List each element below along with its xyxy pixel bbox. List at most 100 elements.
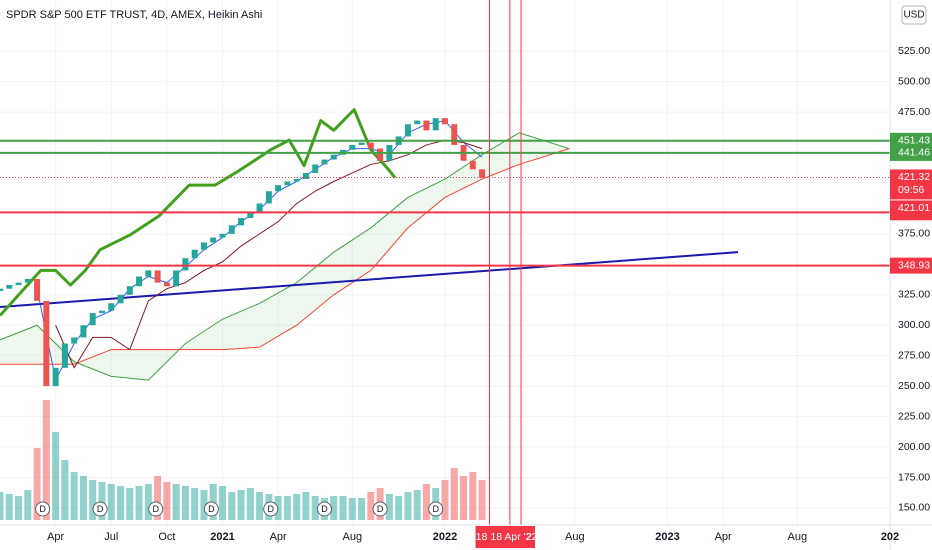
y-tick-label: 475.00: [898, 106, 930, 118]
candle: [163, 282, 170, 287]
candle: [432, 118, 439, 131]
volume-bar: [42, 400, 50, 520]
volume-bar: [358, 498, 366, 520]
volume-bar: [70, 472, 78, 520]
y-tick-label: 500.00: [898, 75, 930, 87]
candle: [108, 303, 115, 311]
x-tick-label: 202: [881, 531, 899, 543]
dividend-marker: [148, 501, 164, 517]
last-price-box: [890, 169, 932, 200]
candle: [442, 118, 448, 125]
candle: [404, 124, 411, 137]
candle: [247, 213, 254, 219]
candle: [0, 288, 3, 292]
price-axis: [890, 0, 932, 550]
dividend-label: D: [432, 504, 439, 514]
volume-bar: [107, 484, 115, 520]
candle: [145, 270, 152, 277]
volume-bar: [219, 486, 226, 520]
candle: [6, 285, 13, 289]
candle: [34, 278, 41, 301]
dividend-marker: [263, 501, 279, 517]
candle: [126, 286, 133, 295]
candle: [98, 310, 105, 314]
volume-bar: [478, 480, 486, 520]
last-price-label: 421.32: [898, 171, 930, 183]
volume-bar: [339, 496, 347, 520]
level-label: 441.46: [898, 147, 930, 159]
volume-bar: [52, 432, 60, 520]
volume-bar: [191, 488, 199, 520]
volume-bar: [395, 496, 403, 520]
candle: [80, 325, 87, 338]
x-tick-label: Aug: [788, 531, 808, 543]
candle: [154, 270, 161, 283]
volume-bar: [469, 472, 477, 520]
volume-bar: [0, 492, 4, 520]
chart-title: SPDR S&P 500 ETF TRUST, 4D, AMEX, Heikin…: [6, 9, 262, 21]
x-tick-label: Aug: [343, 531, 363, 543]
prev-close-label: 421.01: [898, 202, 930, 214]
volume-bar: [135, 486, 143, 520]
volume-bar: [33, 448, 41, 520]
candle: [423, 120, 430, 131]
candle: [451, 124, 458, 145]
level-box: [890, 144, 932, 161]
candle: [256, 203, 263, 214]
dividend-marker: [92, 501, 108, 517]
y-tick-label: 250.00: [898, 380, 930, 392]
dividend-marker: [316, 501, 332, 517]
y-tick-label: 300.00: [898, 319, 930, 331]
dividend-label: D: [97, 504, 104, 514]
volume-bar: [89, 480, 97, 520]
candle: [61, 343, 68, 368]
time-axis: [0, 525, 890, 550]
dividend-label: D: [267, 504, 274, 514]
time-mark-label: 2: [526, 531, 532, 543]
volume-bar: [256, 492, 264, 520]
candle: [210, 237, 217, 243]
volume-bar: [15, 496, 23, 520]
candle: [136, 276, 143, 287]
y-tick-label: 525.00: [898, 45, 930, 57]
candle: [479, 169, 486, 178]
dividend-marker: [203, 501, 219, 517]
volume-bar: [283, 496, 291, 520]
candle: [238, 218, 245, 226]
x-tick-label: Oct: [158, 531, 175, 543]
axes: 150.00 175.00 200.00 225.00 250.00 275.00 300.…: [47, 45, 932, 548]
candle: [191, 249, 198, 259]
time-mark-range: [475, 526, 536, 548]
volume-bar: [385, 494, 393, 520]
volume-bar: [98, 482, 106, 520]
cloud-span-a: [0, 132, 570, 381]
candle: [321, 159, 328, 165]
x-tick-label: 2023: [655, 531, 679, 543]
x-tick-label: 2022: [433, 531, 457, 543]
volume-bar: [293, 494, 301, 520]
candle: [24, 278, 31, 283]
volume-bar: [228, 492, 236, 520]
volume-bar: [237, 490, 245, 520]
volume-bar: [367, 492, 375, 520]
candle: [293, 179, 300, 182]
candle: [469, 160, 476, 170]
volume-bar: [330, 496, 338, 520]
y-tick-label: 175.00: [898, 471, 930, 483]
candle: [302, 172, 309, 180]
volume-bar: [404, 492, 412, 520]
candle: [349, 144, 356, 150]
candle: [377, 148, 384, 161]
volume-bar: [144, 484, 152, 520]
candle: [275, 185, 282, 192]
candle: [219, 233, 226, 238]
volume-bar: [163, 482, 171, 520]
candle: [200, 242, 207, 250]
currency-button[interactable]: [901, 5, 927, 25]
currency-label[interactable]: USD: [903, 10, 924, 21]
volume-bar: [460, 476, 468, 520]
time-mark-label: 18 Apr '22: [490, 531, 537, 543]
y-tick-label: 375.00: [898, 228, 930, 240]
x-tick-label: Apr: [715, 531, 732, 543]
